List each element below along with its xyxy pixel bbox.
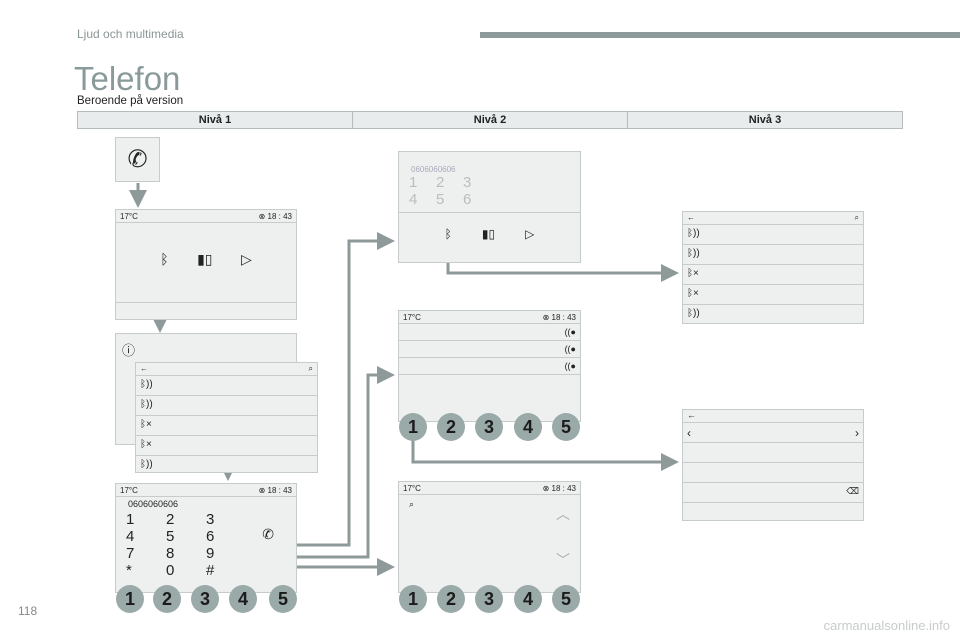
- play-icon[interactable]: ▷: [240, 251, 252, 267]
- key-2[interactable]: 2: [166, 511, 175, 528]
- clock: ⊗ 18 : 43: [542, 484, 576, 493]
- level2-calls-screen: 17°C ⊗ 18 : 43 ((● ((● ((●: [398, 310, 581, 422]
- back-icon[interactable]: ←: [687, 213, 695, 222]
- list-item[interactable]: ᛒ×: [136, 416, 317, 436]
- list-item: [683, 443, 863, 463]
- watermark: carmanualsonline.info: [823, 618, 950, 633]
- list-item[interactable]: ((●: [399, 358, 580, 375]
- dial-number[interactable]: 0606060606: [128, 499, 179, 509]
- key-8[interactable]: 8: [166, 545, 175, 562]
- callout-3: 3: [475, 413, 503, 441]
- callout-2: 2: [437, 413, 465, 441]
- phone-home-screen: 17°C ⊗ 18 : 43 ᛒ ▮▯ ▷: [115, 209, 297, 320]
- list-item[interactable]: ᛒ)): [140, 459, 153, 470]
- temperature: 17°C: [403, 313, 421, 322]
- list-item[interactable]: ᛒ×: [683, 265, 863, 285]
- list-item[interactable]: ᛒ)): [136, 396, 317, 416]
- key-9[interactable]: 9: [206, 545, 215, 562]
- list-item: [683, 463, 863, 483]
- divider: [116, 302, 296, 303]
- col-level-2: Nivå 2: [353, 112, 628, 128]
- bluetooth-icon[interactable]: ᛒ: [160, 251, 169, 267]
- dial-number: 0606060606: [411, 165, 456, 174]
- clock: ⊗ 18 : 43: [258, 486, 292, 495]
- callout-2: 2: [437, 585, 465, 613]
- clock: ⊗ 18 : 43: [542, 313, 576, 322]
- callout-4: 4: [229, 585, 257, 613]
- list-item[interactable]: ᛒ)): [683, 245, 863, 265]
- list-item[interactable]: ᛒ×: [683, 285, 863, 305]
- key-3: 3: [463, 174, 472, 191]
- key-6: 6: [463, 191, 472, 208]
- callout-5: 5: [552, 585, 580, 613]
- bluetooth-icon[interactable]: ᛒ: [444, 227, 452, 241]
- callout-5: 5: [552, 413, 580, 441]
- scroll-down-icon[interactable]: ﹀: [556, 552, 570, 568]
- call-icon[interactable]: ✆: [262, 526, 274, 542]
- scroll-up-icon[interactable]: ︿: [556, 506, 570, 522]
- callout-1: 1: [116, 585, 144, 613]
- list-item[interactable]: ((●: [399, 324, 580, 341]
- back-icon[interactable]: ←: [140, 364, 148, 373]
- header-bar: [480, 32, 960, 38]
- contacts-icon[interactable]: ▮▯: [197, 251, 213, 267]
- search-icon[interactable]: ⌕: [308, 364, 313, 373]
- callout-1: 1: [399, 585, 427, 613]
- page-title: Telefon: [74, 60, 181, 97]
- back-icon[interactable]: ←: [683, 410, 863, 423]
- key-4[interactable]: 4: [126, 528, 135, 545]
- dial-screen: 17°C ⊗ 18 : 43 0606060606 1 2 3 4 5 6 7 8 9 * 0 #…: [115, 483, 297, 593]
- key-1[interactable]: 1: [126, 511, 135, 528]
- page-subtitle: Beroende på version: [77, 95, 184, 107]
- key-star[interactable]: *: [126, 562, 132, 579]
- search-icon[interactable]: ⌕: [854, 213, 859, 222]
- col-level-1: Nivå 1: [78, 112, 353, 128]
- callout-3: 3: [475, 585, 503, 613]
- page-number: 118: [18, 604, 38, 618]
- list-item[interactable]: ᛒ)): [136, 376, 317, 396]
- key-0[interactable]: 0: [166, 562, 175, 579]
- level3-device-list: ← ⌕ ᛒ)) ᛒ)) ᛒ× ᛒ× ᛒ)): [682, 211, 864, 324]
- callout-3: 3: [191, 585, 219, 613]
- clock: ⊗ 18 : 43: [258, 212, 292, 221]
- list-item[interactable]: ((●: [399, 341, 580, 358]
- key-hash[interactable]: #: [206, 562, 215, 579]
- level2-contacts-screen: 17°C ⊗ 18 : 43 ⌕ ︿ ﹀: [398, 481, 581, 593]
- info-icon[interactable]: ⓘ: [122, 343, 136, 358]
- list-item[interactable]: ᛒ×: [136, 436, 317, 456]
- callout-2: 2: [153, 585, 181, 613]
- nav-row: ‹ ›: [683, 423, 863, 443]
- key-6[interactable]: 6: [206, 528, 215, 545]
- list-item[interactable]: ᛒ)): [683, 225, 863, 245]
- play-icon[interactable]: ▷: [525, 227, 535, 241]
- delete-icon[interactable]: ⌫: [683, 483, 863, 503]
- col-level-3: Nivå 3: [748, 114, 782, 126]
- prev-icon[interactable]: ‹: [687, 426, 691, 440]
- callout-4: 4: [514, 585, 542, 613]
- section-header: Ljud och multimedia: [77, 27, 184, 41]
- temperature: 17°C: [120, 212, 138, 221]
- key-5[interactable]: 5: [166, 528, 175, 545]
- key-3[interactable]: 3: [206, 511, 215, 528]
- next-icon[interactable]: ›: [855, 426, 859, 440]
- contacts-icon[interactable]: ▮▯: [481, 227, 496, 241]
- callout-4: 4: [514, 413, 542, 441]
- temperature: 17°C: [120, 486, 138, 495]
- key-1: 1: [409, 174, 418, 191]
- key-5: 5: [436, 191, 445, 208]
- key-7[interactable]: 7: [126, 545, 135, 562]
- level-table-header: Nivå 1 Nivå 2 Nivå 3: [77, 111, 903, 129]
- level2-phone-screen: 0606060606 1 2 3 4 5 6 ᛒ ▮▯ ▷: [398, 151, 581, 263]
- phone-icon[interactable]: ✆: [115, 137, 160, 182]
- level3-detail-screen: ← ‹ › ⌫: [682, 409, 864, 521]
- key-4: 4: [409, 191, 418, 208]
- temperature: 17°C: [403, 484, 421, 493]
- device-list-popup: ← ⌕ ᛒ)) ᛒ)) ᛒ× ᛒ× ᛒ)): [135, 362, 318, 473]
- callout-5: 5: [269, 585, 297, 613]
- search-icon[interactable]: ⌕: [409, 499, 415, 509]
- list-item[interactable]: ᛒ)): [687, 308, 700, 319]
- key-2: 2: [436, 174, 445, 191]
- callout-1: 1: [399, 413, 427, 441]
